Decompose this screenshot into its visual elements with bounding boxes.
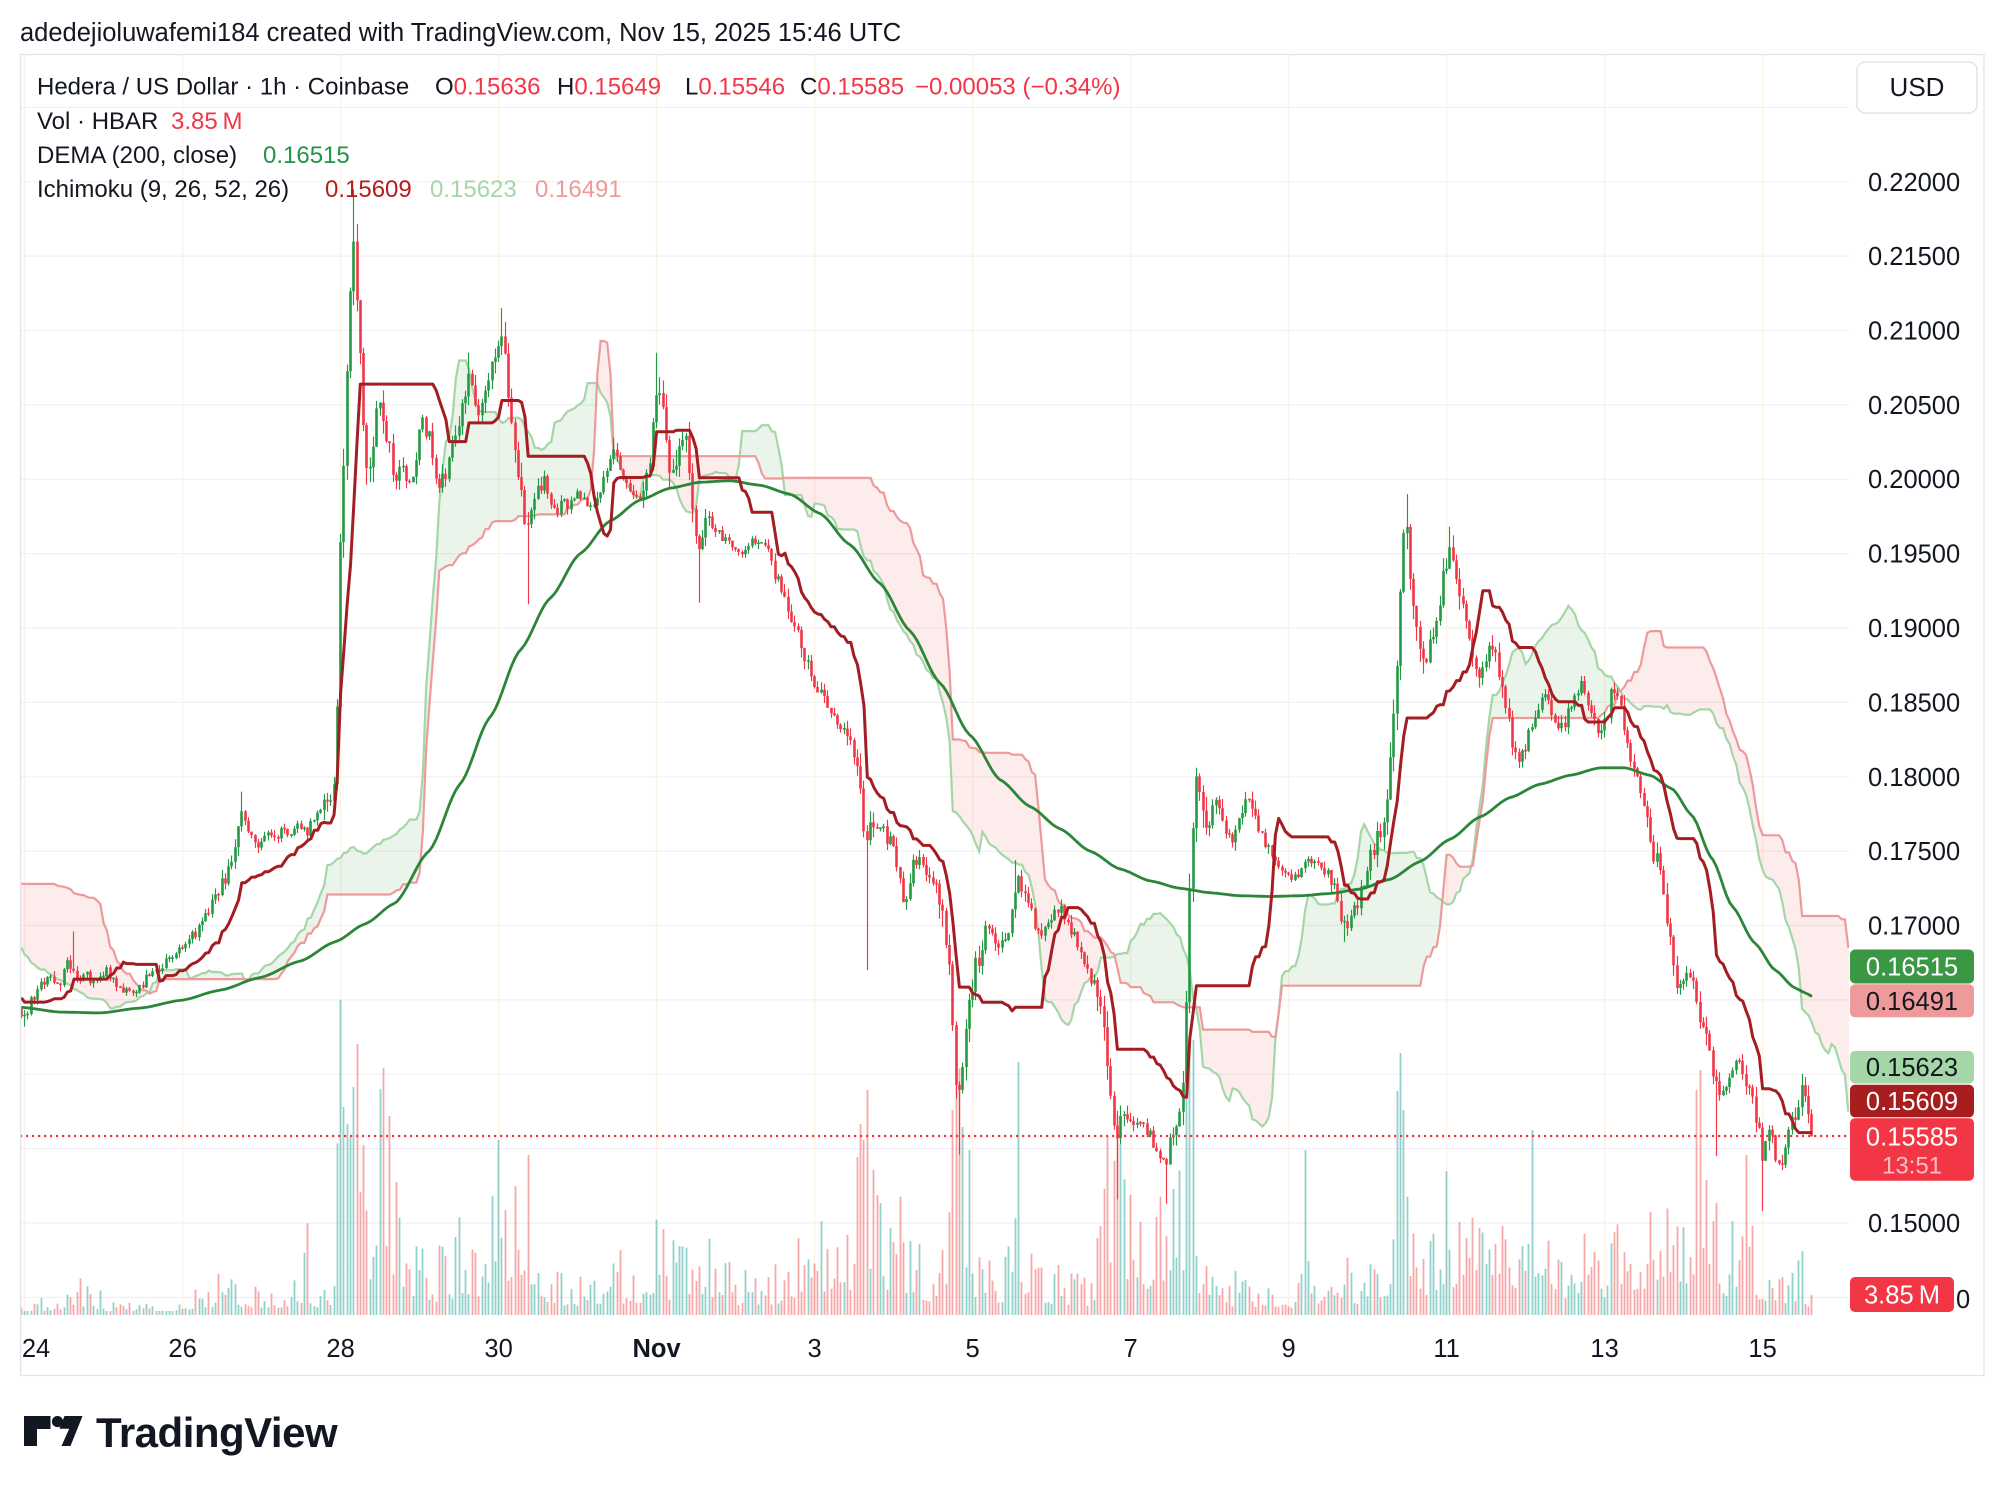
svg-text:0.18500: 0.18500	[1868, 689, 1960, 717]
svg-text:0.20000: 0.20000	[1868, 466, 1960, 494]
svg-text:28: 28	[326, 1335, 354, 1363]
svg-text:0.21500: 0.21500	[1868, 243, 1960, 271]
svg-text:9: 9	[1282, 1335, 1296, 1363]
svg-text:0.16491: 0.16491	[535, 176, 622, 203]
svg-text:0.16515: 0.16515	[263, 142, 350, 169]
svg-text:13: 13	[1590, 1335, 1618, 1363]
svg-text:13:51: 13:51	[1882, 1153, 1942, 1180]
svg-text:Ichimoku (9, 26, 52, 26): Ichimoku (9, 26, 52, 26)	[37, 176, 289, 203]
svg-text:O0.15636: O0.15636	[435, 74, 540, 101]
svg-text:adedejioluwafemi184 created wi: adedejioluwafemi184 created with Trading…	[20, 19, 901, 47]
svg-text:L0.15546: L0.15546	[685, 74, 785, 101]
svg-text:DEMA (200, close): DEMA (200, close)	[37, 142, 237, 169]
svg-text:7: 7	[1124, 1335, 1138, 1363]
svg-text:C0.15585: C0.15585	[800, 74, 904, 101]
svg-text:15: 15	[1748, 1335, 1776, 1363]
svg-text:0.15609: 0.15609	[325, 176, 412, 203]
svg-text:0.19000: 0.19000	[1868, 615, 1960, 643]
svg-text:0: 0	[1956, 1286, 1970, 1314]
svg-text:3.85 M: 3.85 M	[1864, 1282, 1940, 1310]
svg-text:0.15585: 0.15585	[1866, 1124, 1958, 1152]
svg-text:0.18000: 0.18000	[1868, 764, 1960, 792]
svg-text:3.85 M: 3.85 M	[171, 108, 243, 135]
svg-text:0.17500: 0.17500	[1868, 838, 1960, 866]
svg-text:0.21000: 0.21000	[1868, 318, 1960, 346]
svg-text:0.22000: 0.22000	[1868, 169, 1960, 197]
svg-text:0.16515: 0.16515	[1866, 954, 1958, 982]
svg-text:0.16491: 0.16491	[1866, 988, 1958, 1016]
svg-text:3: 3	[808, 1335, 822, 1363]
svg-text:TradingView: TradingView	[96, 1409, 338, 1456]
svg-text:0.17000: 0.17000	[1868, 913, 1960, 941]
svg-text:0.15000: 0.15000	[1868, 1210, 1960, 1238]
svg-text:11: 11	[1433, 1335, 1459, 1363]
svg-text:0.20500: 0.20500	[1868, 392, 1960, 420]
svg-text:Vol · HBAR: Vol · HBAR	[37, 108, 158, 135]
svg-text:H0.15649: H0.15649	[557, 74, 661, 101]
svg-text:0.15623: 0.15623	[1866, 1054, 1958, 1082]
svg-text:Nov: Nov	[633, 1335, 682, 1363]
svg-text:24: 24	[22, 1335, 50, 1363]
svg-text:30: 30	[484, 1335, 512, 1363]
svg-text:0.15609: 0.15609	[1866, 1088, 1958, 1116]
svg-text:Hedera / US Dollar · 1h · Coin: Hedera / US Dollar · 1h · Coinbase	[37, 74, 409, 101]
svg-text:USD: USD	[1890, 72, 1945, 102]
svg-text:0.19500: 0.19500	[1868, 541, 1960, 569]
svg-text:26: 26	[168, 1335, 196, 1363]
svg-text:0.15623: 0.15623	[430, 176, 517, 203]
svg-text:−0.00053 (−0.34%): −0.00053 (−0.34%)	[915, 74, 1121, 101]
svg-text:5: 5	[966, 1335, 980, 1363]
